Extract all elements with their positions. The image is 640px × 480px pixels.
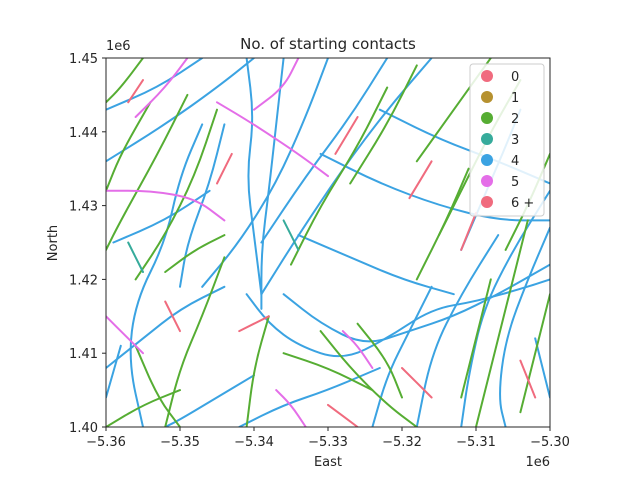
x-tick-label-3: −5.33	[308, 435, 348, 450]
line-segment-44	[164, 234, 226, 273]
line-segment-38	[475, 219, 529, 427]
x-tick-label-2: −5.34	[234, 435, 274, 450]
chart-title: No. of starting contacts	[240, 35, 416, 53]
y-offset-label: 1e6	[106, 39, 131, 54]
line-segment-40	[134, 344, 181, 427]
line-segment-30	[349, 64, 418, 185]
legend-marker-0	[481, 70, 493, 82]
legend-label-6: 6 +	[511, 196, 534, 211]
y-tick-label-2: 1.42	[69, 273, 98, 288]
line-segment-16	[415, 234, 500, 427]
x-tick-label-6: −5.30	[530, 435, 570, 450]
network-lines	[106, 58, 550, 427]
line-segment-1	[260, 58, 285, 310]
x-tick-label-4: −5.32	[382, 435, 422, 450]
line-segment-59	[401, 367, 433, 399]
line-segment-43	[356, 322, 403, 399]
line-segment-12	[282, 263, 550, 343]
line-segment-57	[164, 300, 181, 333]
line-segment-58	[238, 315, 270, 333]
legend-label-2: 2	[511, 112, 519, 127]
line-segment-4	[260, 58, 433, 296]
legend-marker-2	[481, 112, 493, 124]
line-segment-41	[106, 389, 181, 427]
line-segment-60	[519, 359, 537, 399]
line-segment-6	[106, 58, 255, 163]
x-tick-label-0: −5.36	[86, 435, 126, 450]
legend-label-3: 3	[511, 133, 519, 148]
legend-marker-6	[481, 196, 493, 208]
y-axis-label: North	[46, 225, 61, 261]
x-offset-label: 1e6	[525, 455, 550, 470]
line-segment-34	[164, 256, 226, 427]
y-tick-label-3: 1.43	[69, 200, 98, 215]
legend-marker-5	[481, 175, 493, 187]
legend-marker-1	[481, 91, 493, 103]
line-segment-33	[415, 167, 470, 281]
line-segment-55	[334, 116, 359, 155]
line-segment-37	[460, 278, 492, 399]
line-segment-28	[106, 58, 144, 104]
line-segment-3	[260, 58, 389, 244]
line-segment-29	[290, 86, 389, 266]
legend-marker-3	[481, 133, 493, 145]
x-axis-label: East	[314, 455, 342, 470]
line-segment-51	[275, 389, 307, 427]
line-segment-23	[106, 344, 122, 399]
y-tick-label-0: 1.40	[69, 421, 98, 436]
line-segment-50	[106, 315, 144, 355]
line-segment-9	[179, 123, 226, 288]
line-segment-46	[106, 189, 226, 222]
line-segment-21	[319, 152, 550, 222]
legend-label-4: 4	[511, 154, 519, 169]
y-tick-label-1: 1.41	[69, 347, 98, 362]
line-segment-22	[297, 234, 455, 296]
line-segment-24	[534, 337, 550, 399]
line-segment-36	[319, 330, 418, 427]
line-segment-49	[134, 58, 189, 118]
y-tick-label-4: 1.44	[69, 126, 98, 141]
y-tick-label-5: 1.45	[69, 52, 98, 67]
line-segment-39	[519, 293, 550, 414]
line-segment-14	[238, 367, 381, 427]
line-segment-35	[245, 315, 270, 427]
legend-label-5: 5	[511, 175, 519, 190]
line-segment-48	[253, 58, 300, 111]
line-segment-10	[106, 285, 226, 369]
legend: 0 1 2 3 4 5 6 +	[469, 63, 545, 217]
line-segment-0	[245, 58, 263, 296]
line-segment-42	[282, 352, 374, 392]
line-segment-61	[460, 212, 477, 251]
line-segment-26	[106, 93, 189, 251]
line-segment-64	[282, 219, 300, 251]
x-tick-label-5: −5.31	[456, 435, 496, 450]
legend-label-0: 0	[511, 70, 519, 85]
x-axis-ticks: −5.36 −5.35 −5.34 −5.33 −5.32 −5.31 −5.30	[86, 427, 570, 450]
y-axis-ticks: 1.40 1.41 1.42 1.43 1.44 1.45	[69, 52, 106, 436]
line-segment-19	[499, 226, 550, 427]
line-segment-47	[216, 101, 329, 178]
line-segment-5	[106, 58, 204, 111]
line-segment-7	[112, 189, 211, 244]
line-segment-53	[127, 79, 144, 104]
line-segment-62	[327, 403, 359, 427]
line-segment-52	[341, 330, 374, 369]
line-segment-13	[164, 374, 255, 427]
line-segment-56	[408, 160, 433, 200]
line-segment-63	[127, 241, 144, 273]
legend-marker-4	[481, 154, 493, 166]
line-segment-27	[134, 108, 218, 281]
legend-label-1: 1	[511, 91, 519, 106]
line-segment-15	[371, 285, 433, 427]
line-segment-8	[129, 123, 204, 427]
line-segment-54	[216, 152, 233, 185]
x-tick-label-1: −5.35	[160, 435, 200, 450]
